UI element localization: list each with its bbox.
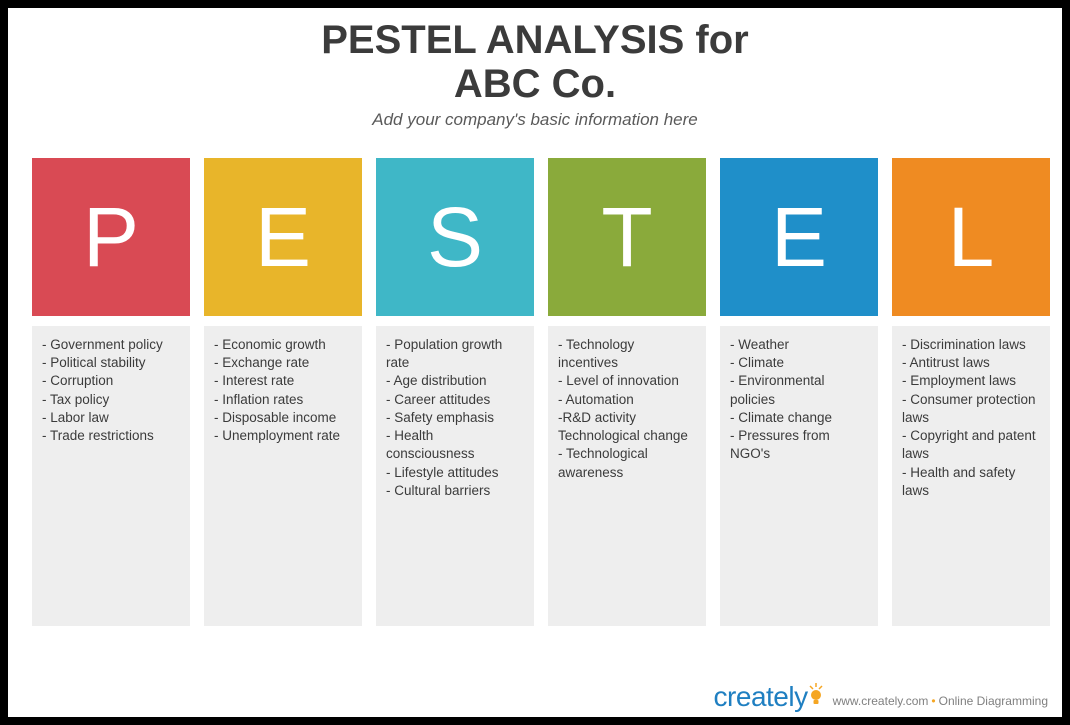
list-item: - Interest rate — [214, 372, 352, 390]
list-item: - Career attitudes — [386, 391, 524, 409]
letter-box: P — [32, 158, 190, 316]
list-item: - Climate change — [730, 409, 868, 427]
items-box: - Weather- Climate- Environmental polici… — [720, 326, 878, 626]
list-item: - Unemployment rate — [214, 427, 352, 445]
list-item: - Tax policy — [42, 391, 180, 409]
lightbulb-icon — [809, 683, 823, 705]
list-item: - Government policy — [42, 336, 180, 354]
list-item: - Employment laws — [902, 372, 1040, 390]
footer-text: www.creately.com•Online Diagramming — [833, 694, 1048, 711]
list-item: - Technological awareness — [558, 445, 696, 481]
list-item: - Corruption — [42, 372, 180, 390]
items-box: - Technology incentives- Level of innova… — [548, 326, 706, 626]
list-item: - Antitrust laws — [902, 354, 1040, 372]
footer-dot: • — [928, 694, 938, 708]
list-item: - Economic growth — [214, 336, 352, 354]
logo-text: creately — [714, 683, 808, 711]
pestel-column-e-1: E- Economic growth- Exchange rate- Inter… — [204, 158, 362, 626]
list-item: - Lifestyle attitudes — [386, 464, 524, 482]
letter-box: E — [720, 158, 878, 316]
pestel-column-t-3: T- Technology incentives- Level of innov… — [548, 158, 706, 626]
list-item: - Safety emphasis — [386, 409, 524, 427]
list-item: - Exchange rate — [214, 354, 352, 372]
items-box: - Population growth rate- Age distributi… — [376, 326, 534, 626]
list-item: - Level of innovation — [558, 372, 696, 390]
list-item: - Health and safety laws — [902, 464, 1040, 500]
letter-box: E — [204, 158, 362, 316]
pestel-column-l-5: L- Discrimination laws- Antitrust laws- … — [892, 158, 1050, 626]
footer-tagline: Online Diagramming — [939, 694, 1048, 708]
list-item: - Discrimination laws — [902, 336, 1040, 354]
list-item: - Copyright and patent laws — [902, 427, 1040, 463]
pestel-column-e-4: E- Weather- Climate- Environmental polic… — [720, 158, 878, 626]
items-box: - Discrimination laws- Antitrust laws- E… — [892, 326, 1050, 626]
items-box: - Government policy- Political stability… — [32, 326, 190, 626]
header: PESTEL ANALYSIS for ABC Co. Add your com… — [8, 8, 1062, 130]
list-item: - Inflation rates — [214, 391, 352, 409]
list-item: - Climate — [730, 354, 868, 372]
pestel-columns: P- Government policy- Political stabilit… — [8, 130, 1062, 717]
subtitle: Add your company's basic information her… — [8, 110, 1062, 130]
pestel-column-s-2: S- Population growth rate- Age distribut… — [376, 158, 534, 626]
list-item: - Political stability — [42, 354, 180, 372]
pestel-column-p-0: P- Government policy- Political stabilit… — [32, 158, 190, 626]
list-item: - Environmental policies — [730, 372, 868, 408]
footer-url: www.creately.com — [833, 694, 929, 708]
creately-logo: creately — [714, 683, 823, 711]
letter-box: S — [376, 158, 534, 316]
diagram-frame: PESTEL ANALYSIS for ABC Co. Add your com… — [0, 0, 1070, 725]
list-item: - Health consciousness — [386, 427, 524, 463]
list-item: - Automation — [558, 391, 696, 409]
list-item: - Trade restrictions — [42, 427, 180, 445]
list-item: - Consumer protection laws — [902, 391, 1040, 427]
list-item: - Weather — [730, 336, 868, 354]
list-item: - Labor law — [42, 409, 180, 427]
list-item: - Pressures from NGO's — [730, 427, 868, 463]
list-item: - Cultural barriers — [386, 482, 524, 500]
list-item: - Population growth rate — [386, 336, 524, 372]
letter-box: L — [892, 158, 1050, 316]
list-item: - Age distribution — [386, 372, 524, 390]
title-line-2: ABC Co. — [8, 62, 1062, 106]
footer: creately www.creately.com•Online Diagram… — [714, 683, 1048, 711]
list-item: - Disposable income — [214, 409, 352, 427]
list-item: - Technology incentives — [558, 336, 696, 372]
items-box: - Economic growth- Exchange rate- Intere… — [204, 326, 362, 626]
letter-box: T — [548, 158, 706, 316]
list-item: -R&D activity Technological change — [558, 409, 696, 445]
title-line-1: PESTEL ANALYSIS for — [8, 18, 1062, 62]
